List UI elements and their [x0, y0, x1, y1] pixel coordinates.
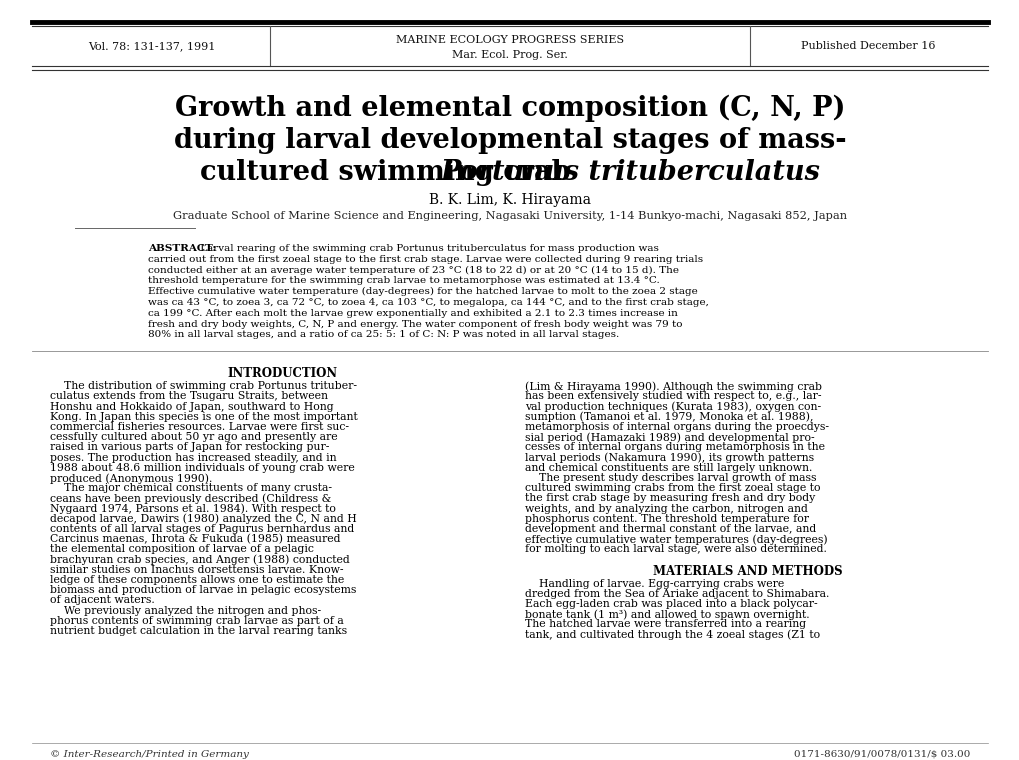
Text: the elemental composition of larvae of a pelagic: the elemental composition of larvae of a… — [50, 544, 314, 554]
Text: The distribution of swimming crab Portunus trituber-: The distribution of swimming crab Portun… — [50, 382, 357, 391]
Text: Mar. Ecol. Prog. Ser.: Mar. Ecol. Prog. Ser. — [451, 50, 568, 60]
Text: The major chemical constituents of many crusta-: The major chemical constituents of many … — [50, 483, 331, 493]
Text: poses. The production has increased steadily, and in: poses. The production has increased stea… — [50, 453, 336, 463]
Text: biomass and production of larvae in pelagic ecosystems: biomass and production of larvae in pela… — [50, 585, 356, 595]
Text: ceans have been previously described (Childress &: ceans have been previously described (Ch… — [50, 493, 331, 504]
Text: Effective cumulative water temperature (day-degrees) for the hatched larvae to m: Effective cumulative water temperature (… — [148, 287, 697, 296]
Text: weights, and by analyzing the carbon, nitrogen and: weights, and by analyzing the carbon, ni… — [525, 504, 807, 514]
Text: INTRODUCTION: INTRODUCTION — [227, 367, 337, 380]
Text: carried out from the first zoeal stage to the first crab stage. Larvae were coll: carried out from the first zoeal stage t… — [148, 255, 702, 264]
Text: cultured swimming crabs from the first zoeal stage to: cultured swimming crabs from the first z… — [525, 483, 819, 493]
Text: MATERIALS AND METHODS: MATERIALS AND METHODS — [652, 565, 842, 578]
Text: larval periods (Nakamura 1990), its growth patterns: larval periods (Nakamura 1990), its grow… — [525, 453, 813, 463]
Text: Handling of larvae. Egg-carrying crabs were: Handling of larvae. Egg-carrying crabs w… — [525, 578, 784, 588]
Text: Graduate School of Marine Science and Engineering, Nagasaki University, 1-14 Bun: Graduate School of Marine Science and En… — [173, 211, 846, 221]
Text: similar studies on Inachus dorsettensis larvae. Know-: similar studies on Inachus dorsettensis … — [50, 565, 343, 575]
Text: for molting to each larval stage, were also determined.: for molting to each larval stage, were a… — [525, 544, 826, 554]
Text: phorus contents of swimming crab larvae as part of a: phorus contents of swimming crab larvae … — [50, 616, 343, 625]
Text: dredged from the Sea of Ariake adjacent to Shimabara.: dredged from the Sea of Ariake adjacent … — [525, 589, 828, 599]
Text: cultured swimming crab: cultured swimming crab — [200, 159, 580, 185]
Text: ABSTRACT:: ABSTRACT: — [148, 244, 216, 253]
Text: tank, and cultivated through the 4 zoeal stages (Z1 to: tank, and cultivated through the 4 zoeal… — [525, 629, 819, 640]
Text: produced (Anonymous 1990).: produced (Anonymous 1990). — [50, 473, 212, 483]
Text: MARINE ECOLOGY PROGRESS SERIES: MARINE ECOLOGY PROGRESS SERIES — [395, 35, 624, 45]
Text: was ca 43 °C, to zoea 3, ca 72 °C, to zoea 4, ca 103 °C, to megalopa, ca 144 °C,: was ca 43 °C, to zoea 3, ca 72 °C, to zo… — [148, 298, 708, 307]
Text: nutrient budget calculation in the larval rearing tanks: nutrient budget calculation in the larva… — [50, 626, 346, 636]
Text: and chemical constituents are still largely unknown.: and chemical constituents are still larg… — [525, 463, 811, 473]
Text: phosphorus content. The threshold temperature for: phosphorus content. The threshold temper… — [525, 514, 808, 524]
Text: Honshu and Hokkaido of Japan, southward to Hong: Honshu and Hokkaido of Japan, southward … — [50, 401, 333, 412]
Text: Portunus trituberculatus: Portunus trituberculatus — [440, 159, 820, 185]
Text: commercial fisheries resources. Larvae were first suc-: commercial fisheries resources. Larvae w… — [50, 422, 348, 432]
Text: decapod larvae, Dawirs (1980) analyzed the C, N and H: decapod larvae, Dawirs (1980) analyzed t… — [50, 514, 357, 524]
Text: We previously analyzed the nitrogen and phos-: We previously analyzed the nitrogen and … — [50, 606, 321, 616]
Text: Kong. In Japan this species is one of the most important: Kong. In Japan this species is one of th… — [50, 412, 358, 422]
Text: Nygaard 1974, Parsons et al. 1984). With respect to: Nygaard 1974, Parsons et al. 1984). With… — [50, 504, 335, 515]
Text: culatus extends from the Tsugaru Straits, between: culatus extends from the Tsugaru Straits… — [50, 391, 328, 401]
Text: Published December 16: Published December 16 — [800, 41, 934, 51]
Text: (Lim & Hirayama 1990). Although the swimming crab: (Lim & Hirayama 1990). Although the swim… — [525, 382, 821, 391]
Text: raised in various parts of Japan for restocking pur-: raised in various parts of Japan for res… — [50, 442, 329, 452]
Text: val production techniques (Kurata 1983), oxygen con-: val production techniques (Kurata 1983),… — [525, 401, 820, 412]
Text: has been extensively studied with respect to, e.g., lar-: has been extensively studied with respec… — [525, 391, 820, 401]
Text: The hatched larvae were transferred into a rearing: The hatched larvae were transferred into… — [525, 619, 805, 629]
Text: contents of all larval stages of Pagurus bernhardus and: contents of all larval stages of Pagurus… — [50, 524, 354, 534]
Text: conducted either at an average water temperature of 23 °C (18 to 22 d) or at 20 : conducted either at an average water tem… — [148, 265, 679, 274]
Text: Larval rearing of the swimming crab Portunus trituberculatus for mass production: Larval rearing of the swimming crab Port… — [197, 244, 658, 253]
Text: development and thermal constant of the larvae, and: development and thermal constant of the … — [525, 524, 815, 534]
Text: threshold temperature for the swimming crab larvae to metamorphose was estimated: threshold temperature for the swimming c… — [148, 277, 659, 286]
Text: ledge of these components allows one to estimate the: ledge of these components allows one to … — [50, 575, 344, 585]
Text: Growth and elemental composition (C, N, P): Growth and elemental composition (C, N, … — [174, 94, 845, 122]
Text: © Inter-Research/Printed in Germany: © Inter-Research/Printed in Germany — [50, 750, 249, 759]
Text: during larval developmental stages of mass-: during larval developmental stages of ma… — [173, 126, 846, 154]
Text: Carcinus maenas, Ihrota & Fukuda (1985) measured: Carcinus maenas, Ihrota & Fukuda (1985) … — [50, 534, 340, 545]
Text: the first crab stage by measuring fresh and dry body: the first crab stage by measuring fresh … — [525, 493, 814, 503]
Text: fresh and dry body weights, C, N, P and energy. The water component of fresh bod: fresh and dry body weights, C, N, P and … — [148, 320, 682, 328]
Text: cessfully cultured about 50 yr ago and presently are: cessfully cultured about 50 yr ago and p… — [50, 432, 337, 442]
Text: cesses of internal organs during metamorphosis in the: cesses of internal organs during metamor… — [525, 442, 824, 452]
Text: brachyuran crab species, and Anger (1988) conducted: brachyuran crab species, and Anger (1988… — [50, 555, 350, 565]
Text: effective cumulative water temperatures (day-degrees): effective cumulative water temperatures … — [525, 534, 826, 545]
Text: Each egg-laden crab was placed into a black polycar-: Each egg-laden crab was placed into a bl… — [525, 599, 817, 609]
Text: The present study describes larval growth of mass: The present study describes larval growt… — [525, 473, 815, 483]
Text: 1988 about 48.6 million individuals of young crab were: 1988 about 48.6 million individuals of y… — [50, 463, 355, 473]
Text: 80% in all larval stages, and a ratio of ca 25: 5: 1 of C: N: P was noted in all: 80% in all larval stages, and a ratio of… — [148, 331, 619, 340]
Text: Vol. 78: 131-137, 1991: Vol. 78: 131-137, 1991 — [89, 41, 215, 51]
Text: bonate tank (1 m³) and allowed to spawn overnight.: bonate tank (1 m³) and allowed to spawn … — [525, 610, 809, 619]
Text: sumption (Tamanoi et al. 1979, Monoka et al. 1988),: sumption (Tamanoi et al. 1979, Monoka et… — [525, 412, 813, 423]
Text: sial period (Hamazaki 1989) and developmental pro-: sial period (Hamazaki 1989) and developm… — [525, 432, 814, 443]
Text: ca 199 °C. After each molt the larvae grew exponentially and exhibited a 2.1 to : ca 199 °C. After each molt the larvae gr… — [148, 309, 678, 318]
Text: 0171-8630/91/0078/0131/$ 03.00: 0171-8630/91/0078/0131/$ 03.00 — [793, 750, 969, 759]
Text: B. K. Lim, K. Hirayama: B. K. Lim, K. Hirayama — [429, 193, 590, 207]
Text: of adjacent waters.: of adjacent waters. — [50, 595, 155, 606]
Text: metamorphosis of internal organs during the proecdys-: metamorphosis of internal organs during … — [525, 422, 828, 432]
